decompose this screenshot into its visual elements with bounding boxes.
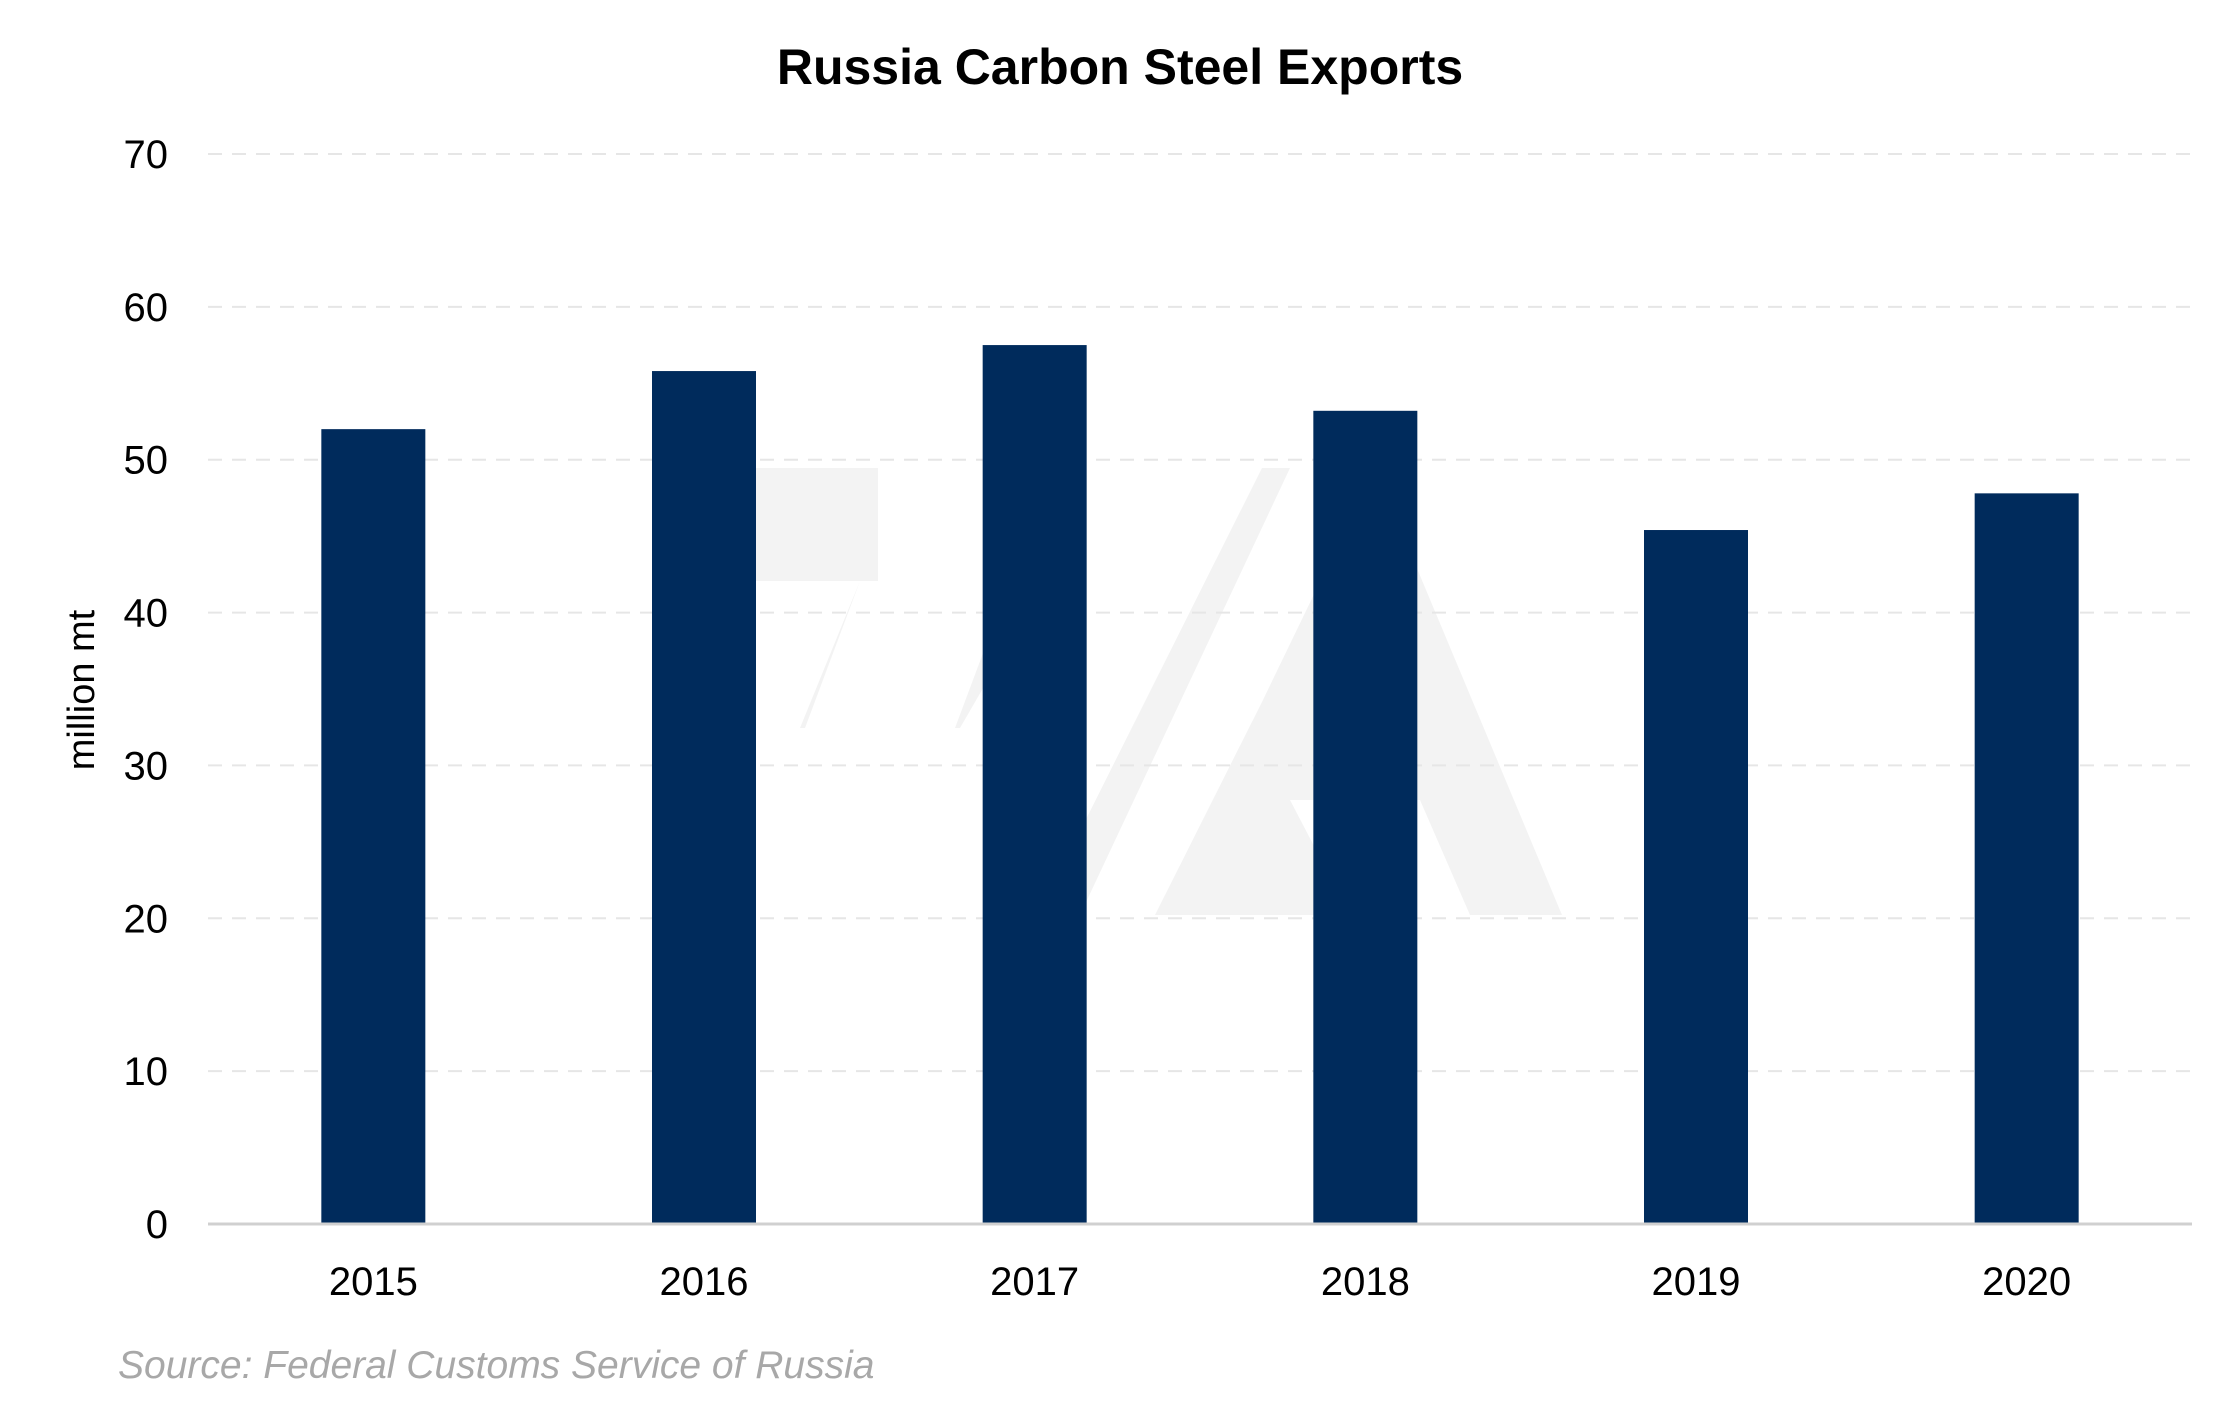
y-tick-label: 50 — [124, 439, 169, 483]
gridlines — [208, 153, 2192, 1073]
y-axis-ticks: 0 10 20 30 40 50 60 70 — [124, 133, 169, 1247]
x-tick-label: 2018 — [1321, 1260, 1410, 1304]
y-tick-label: 70 — [124, 133, 169, 177]
watermark-logo — [740, 468, 1562, 915]
y-tick-label: 60 — [124, 286, 169, 330]
bar-2018 — [1313, 410, 1418, 1224]
source-note: Source: Federal Customs Service of Russi… — [118, 1344, 874, 1387]
y-tick-label: 20 — [124, 897, 169, 941]
y-tick-label: 0 — [146, 1203, 168, 1247]
bars — [321, 345, 2079, 1225]
y-tick-label: 10 — [124, 1050, 169, 1094]
x-tick-label: 2016 — [660, 1260, 749, 1304]
bar-2015 — [321, 429, 426, 1225]
bar-2016 — [652, 371, 756, 1224]
x-tick-label: 2020 — [1982, 1260, 2071, 1304]
x-tick-label: 2017 — [990, 1260, 1079, 1304]
y-axis-label: million mt — [61, 609, 103, 770]
y-tick-label: 30 — [124, 744, 169, 788]
bar-2020 — [1974, 493, 2079, 1224]
x-tick-label: 2015 — [329, 1260, 418, 1304]
bar-2017 — [982, 345, 1087, 1225]
y-tick-label: 40 — [124, 592, 169, 636]
x-tick-label: 2019 — [1652, 1260, 1741, 1304]
chart-title: Russia Carbon Steel Exports — [777, 39, 1463, 95]
x-axis-ticks: 2015 2016 2017 2018 2019 2020 — [329, 1260, 2071, 1304]
bar-2019 — [1644, 530, 1748, 1224]
